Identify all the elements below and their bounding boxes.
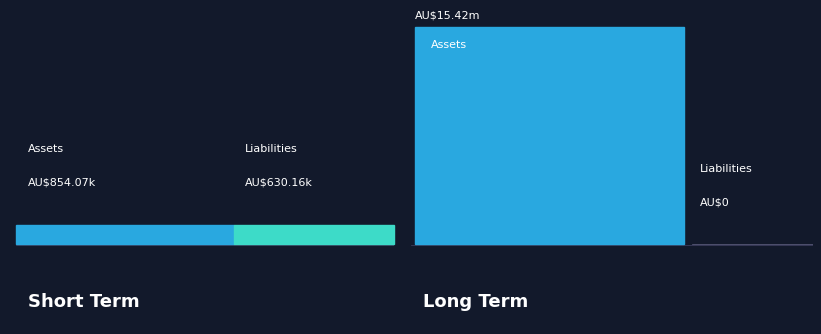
Text: Liabilities: Liabilities bbox=[245, 144, 298, 154]
Text: Liabilities: Liabilities bbox=[700, 164, 753, 174]
Text: AU$854.07k: AU$854.07k bbox=[28, 177, 96, 187]
Text: Assets: Assets bbox=[431, 40, 467, 50]
Bar bbox=[415, 27, 684, 244]
Text: AU$630.16k: AU$630.16k bbox=[245, 177, 313, 187]
Bar bbox=[234, 225, 394, 244]
Text: Short Term: Short Term bbox=[28, 293, 140, 311]
Text: AU$15.42m: AU$15.42m bbox=[415, 10, 480, 20]
Text: Assets: Assets bbox=[28, 144, 64, 154]
Text: Long Term: Long Term bbox=[423, 293, 528, 311]
Text: AU$0: AU$0 bbox=[700, 197, 730, 207]
Bar bbox=[16, 225, 234, 244]
